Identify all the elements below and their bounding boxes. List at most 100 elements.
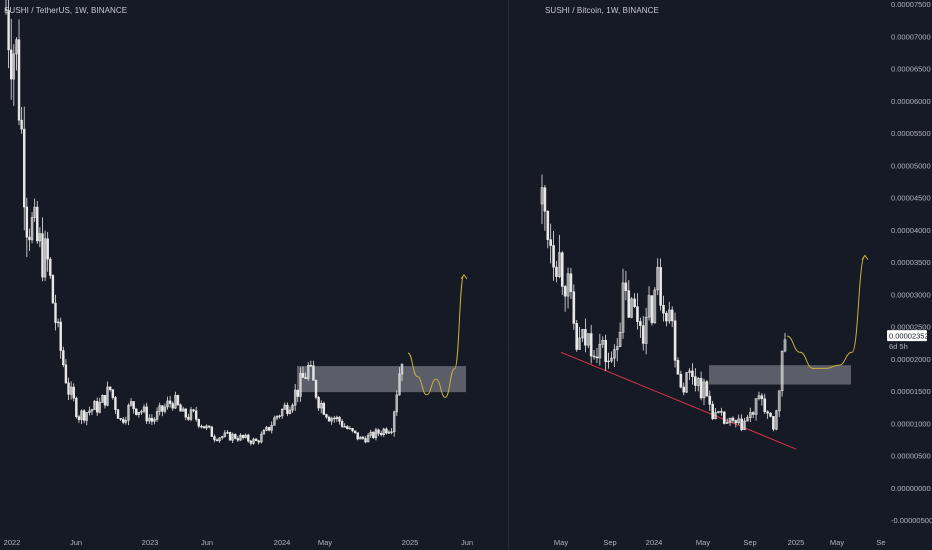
candle-body — [601, 339, 605, 345]
candle-body — [351, 428, 354, 432]
chart-canvas-right[interactable]: 0.00007500 0.00007000 0.00006500 0.00006000… — [509, 0, 932, 550]
candle-body — [306, 365, 310, 379]
candle-body — [595, 356, 599, 359]
candle-body — [340, 420, 344, 427]
candle-body — [330, 417, 333, 422]
candle-body — [322, 403, 326, 415]
candle-body — [613, 349, 616, 359]
candle-body — [618, 331, 622, 348]
candle-body — [221, 436, 224, 439]
candle-body — [291, 404, 294, 411]
candle-body — [278, 415, 281, 417]
candle-body — [569, 273, 573, 293]
candle-body — [377, 429, 380, 434]
candle-body — [155, 411, 159, 420]
candle-body — [662, 305, 665, 314]
candle-body — [737, 418, 741, 424]
candle-body — [228, 432, 232, 441]
candle-body — [607, 360, 610, 363]
candle-body — [673, 320, 677, 361]
x-tick-label: May — [318, 538, 332, 547]
pane-divider[interactable] — [508, 0, 509, 550]
candle-body — [119, 418, 122, 420]
x-tick-label: 2024 — [274, 538, 291, 547]
candle-body — [398, 373, 401, 396]
candle-body — [299, 373, 302, 397]
candle-body — [589, 333, 593, 357]
candle-body — [85, 412, 88, 421]
chart-canvas-left[interactable]: 9.0008.5008.0007.5007.0006.5006.0005.500… — [0, 0, 509, 550]
candle-body — [49, 258, 52, 276]
y-tick-label: 0.00005500 — [891, 129, 931, 138]
candle-body — [353, 430, 357, 433]
candle-body — [364, 438, 367, 443]
candle-body — [145, 406, 148, 422]
candle-body — [231, 434, 234, 441]
candle-body — [54, 302, 57, 323]
y-tick-label: 0.00004500 — [891, 194, 931, 203]
candle-body — [101, 395, 104, 403]
candle-body — [166, 400, 169, 408]
candle-body — [696, 378, 700, 386]
candle-body — [187, 416, 190, 420]
candle-body — [213, 436, 216, 441]
candle-body — [540, 187, 544, 205]
chart-pane-sushi-usdt[interactable]: 9.0008.5008.0007.5007.0006.5006.0005.500… — [0, 0, 509, 550]
candle-body — [4, 8, 8, 11]
candle-body — [38, 233, 42, 242]
candle-body — [93, 401, 96, 410]
x-tick-label: 2024 — [646, 538, 663, 547]
chart-pane-sushi-btc[interactable]: 0.00007500 0.00007000 0.00006500 0.00006000… — [509, 0, 932, 550]
candle-body — [327, 416, 331, 422]
candle-body — [122, 418, 125, 423]
x-tick-label: May — [554, 538, 568, 547]
candle-body — [769, 412, 772, 417]
price-zone — [297, 366, 466, 393]
candle-body — [194, 410, 198, 420]
candle-body — [685, 372, 688, 393]
candle-body — [708, 395, 712, 405]
candle-body — [647, 295, 651, 318]
price-flag — [887, 330, 927, 342]
candle-body — [395, 394, 399, 413]
candle-body — [728, 417, 732, 423]
candle-body — [722, 411, 726, 424]
candle-body — [621, 282, 625, 333]
candle-body — [59, 321, 62, 351]
candle-body — [161, 405, 164, 412]
candle-body — [777, 390, 781, 412]
candle-body — [584, 329, 587, 346]
candle-body — [202, 426, 206, 429]
candle-body — [772, 416, 775, 430]
candle-body — [552, 245, 555, 268]
candle-body — [33, 206, 36, 218]
price-label: 0.00002352 — [889, 332, 929, 341]
candle-body — [132, 401, 135, 410]
candle-body — [192, 409, 195, 412]
y-tick-label: 0.00007000 — [891, 32, 931, 41]
candle-body — [260, 433, 263, 443]
candle-body — [9, 49, 13, 80]
candle-body — [200, 425, 203, 428]
candle-body — [372, 431, 375, 438]
y-tick-label: 0.00002000 — [891, 355, 931, 364]
candle-body — [731, 417, 735, 421]
candle-body — [249, 440, 253, 444]
candle-body — [98, 402, 102, 413]
chart-title: SUSHI / TetherUS, 1W, BINANCE — [4, 6, 128, 15]
candle-body — [783, 339, 787, 352]
candle-body — [314, 380, 318, 398]
candle-body — [43, 238, 47, 278]
candle-body — [62, 350, 65, 366]
candle-body — [312, 365, 315, 381]
candle-body — [676, 360, 680, 375]
candle-body — [241, 434, 245, 438]
candle-body — [127, 404, 130, 421]
y-tick-label: 0.00001000 — [891, 419, 931, 428]
candle-body — [610, 357, 613, 362]
candle-body — [333, 417, 336, 420]
candle-body — [210, 426, 214, 437]
candle-body — [176, 395, 180, 406]
y-tick-label: 0.00000000 — [891, 484, 931, 493]
candle-body — [171, 403, 174, 409]
